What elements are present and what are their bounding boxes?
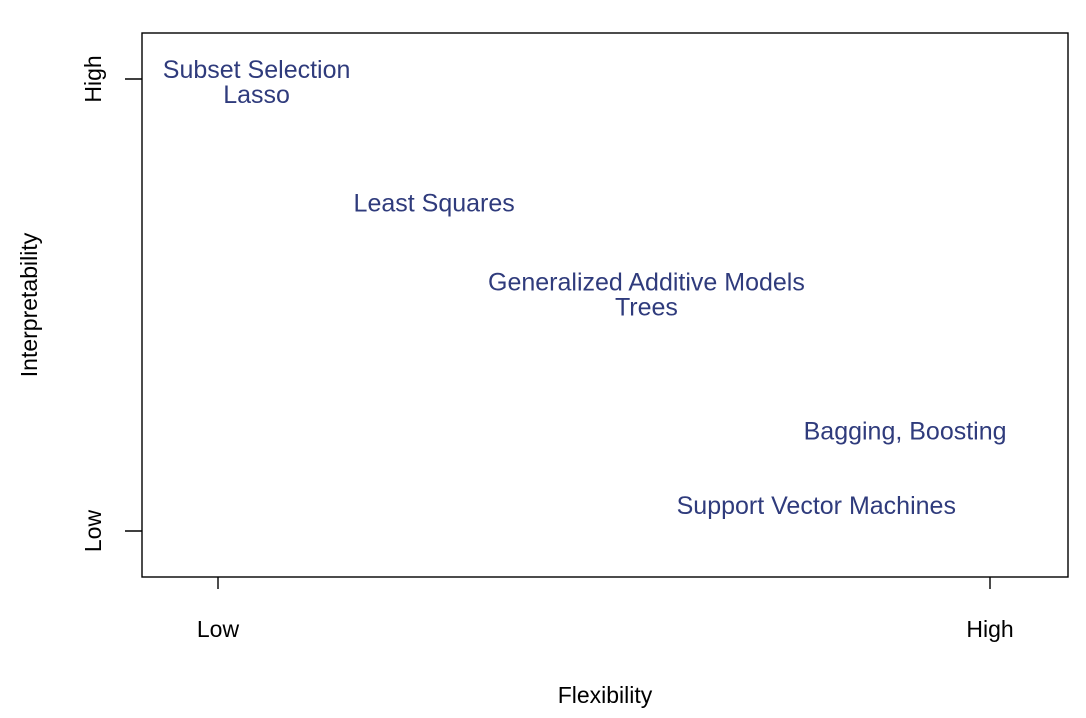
x-axis-label: Flexibility bbox=[558, 682, 653, 708]
y-tick-label-1: High bbox=[80, 55, 106, 102]
y-tick-label-0: Low bbox=[80, 510, 106, 553]
x-tick-label-1: High bbox=[966, 616, 1013, 642]
plot-frame bbox=[141, 32, 1069, 578]
method-label-4: Trees bbox=[615, 293, 678, 321]
method-label-5: Bagging, Boosting bbox=[804, 418, 1007, 446]
method-label-0: Subset Selection bbox=[163, 56, 351, 84]
method-label-6: Support Vector Machines bbox=[677, 492, 956, 520]
method-label-1: Lasso bbox=[223, 81, 290, 109]
y-axis-label: Interpretability bbox=[16, 232, 42, 377]
method-label-2: Least Squares bbox=[354, 189, 515, 217]
x-tick-label-0: Low bbox=[197, 616, 240, 642]
axis-ticks: Low High Low High bbox=[80, 55, 1014, 642]
method-label-3: Generalized Additive Models bbox=[488, 268, 805, 296]
